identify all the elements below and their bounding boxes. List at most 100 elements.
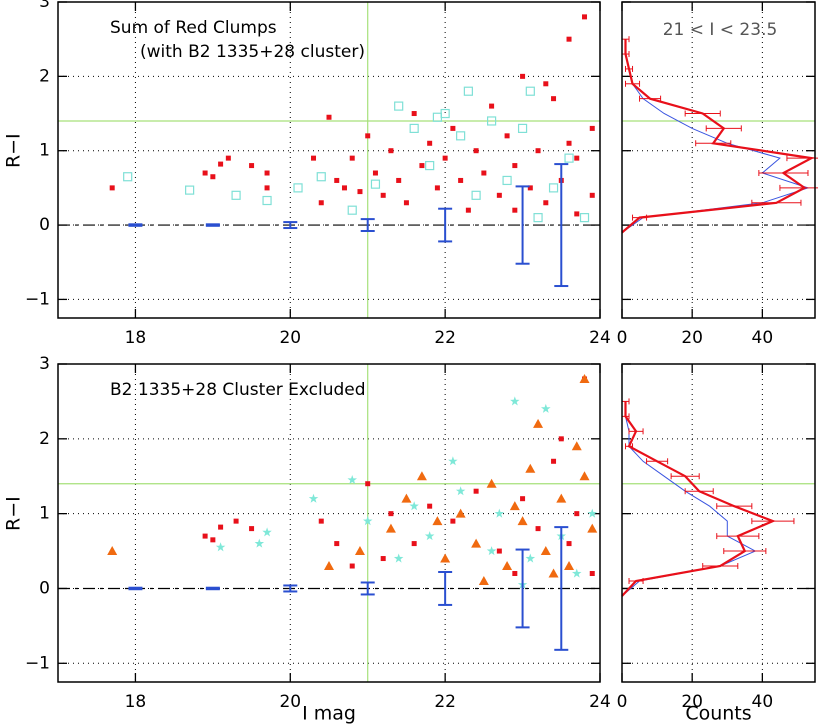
point bbox=[316, 172, 326, 182]
panel-frame bbox=[57, 1, 601, 319]
point bbox=[527, 185, 533, 191]
point bbox=[218, 161, 224, 167]
point bbox=[218, 524, 224, 530]
point bbox=[589, 571, 595, 577]
point bbox=[380, 556, 386, 562]
point bbox=[210, 174, 216, 180]
point bbox=[502, 561, 513, 571]
point bbox=[424, 531, 435, 541]
panel-frame bbox=[621, 1, 816, 319]
point bbox=[388, 511, 394, 517]
point bbox=[543, 200, 549, 206]
point bbox=[388, 148, 394, 154]
histogram-line bbox=[621, 401, 776, 597]
point bbox=[455, 486, 466, 496]
x-tick-label: 22 bbox=[434, 692, 456, 712]
y-axis-label: R−I bbox=[3, 133, 25, 168]
point bbox=[365, 133, 371, 139]
point bbox=[566, 140, 572, 146]
point bbox=[210, 537, 216, 543]
point bbox=[564, 561, 575, 571]
point bbox=[540, 546, 551, 556]
y-axis-label: R−I bbox=[3, 496, 25, 531]
point bbox=[202, 533, 208, 539]
point bbox=[262, 527, 272, 537]
y-tick-label: 3 bbox=[39, 354, 50, 374]
point bbox=[419, 163, 425, 169]
point bbox=[370, 179, 381, 189]
point bbox=[202, 170, 208, 176]
point bbox=[520, 73, 526, 79]
point bbox=[357, 189, 363, 195]
x-tick-label: 20 bbox=[279, 692, 301, 712]
point bbox=[448, 456, 458, 466]
point bbox=[349, 563, 355, 569]
point bbox=[496, 548, 502, 554]
point bbox=[579, 471, 590, 481]
point bbox=[520, 496, 526, 502]
point bbox=[385, 523, 396, 533]
x-axis-label: I mag bbox=[302, 703, 356, 725]
y-tick-label: 0 bbox=[39, 215, 50, 235]
point bbox=[504, 133, 510, 139]
point bbox=[566, 36, 572, 42]
point bbox=[471, 190, 481, 200]
point bbox=[416, 471, 427, 481]
point bbox=[525, 86, 535, 96]
histogram-line bbox=[621, 39, 815, 234]
histogram-line bbox=[621, 401, 757, 597]
point bbox=[231, 190, 241, 200]
y-tick-label: −1 bbox=[25, 653, 50, 673]
point bbox=[411, 541, 417, 547]
point bbox=[517, 123, 528, 134]
point bbox=[225, 155, 231, 161]
point bbox=[535, 526, 541, 532]
point bbox=[465, 207, 471, 213]
x-tick-label: 24 bbox=[589, 328, 611, 348]
point bbox=[456, 131, 466, 141]
point bbox=[409, 501, 419, 511]
y-tick-label: 2 bbox=[39, 66, 50, 86]
x-tick-label: 0 bbox=[617, 692, 628, 712]
x-tick-label: 20 bbox=[681, 328, 703, 348]
point bbox=[109, 185, 115, 191]
point bbox=[440, 553, 451, 563]
x-tick-label: 20 bbox=[681, 692, 703, 712]
point bbox=[324, 561, 334, 571]
y-tick-label: 1 bbox=[39, 504, 50, 524]
point bbox=[264, 170, 270, 176]
point bbox=[574, 211, 580, 217]
point bbox=[264, 185, 270, 191]
point bbox=[496, 192, 502, 198]
point bbox=[249, 526, 255, 532]
point bbox=[486, 546, 497, 556]
point bbox=[566, 541, 572, 547]
point bbox=[455, 508, 466, 518]
point bbox=[233, 518, 239, 524]
point bbox=[582, 14, 588, 20]
point bbox=[427, 140, 433, 146]
point bbox=[450, 518, 456, 524]
x-tick-label: 22 bbox=[434, 328, 456, 348]
x-tick-label: 24 bbox=[589, 692, 611, 712]
point bbox=[463, 86, 473, 96]
point bbox=[341, 185, 347, 191]
point bbox=[363, 516, 373, 526]
point bbox=[262, 195, 272, 206]
x-tick-label: 40 bbox=[752, 692, 774, 712]
point bbox=[510, 396, 520, 406]
x-tick-label: 0 bbox=[617, 328, 628, 348]
point bbox=[502, 175, 512, 186]
point bbox=[432, 112, 442, 122]
y-tick-label: 2 bbox=[39, 429, 50, 449]
point bbox=[589, 192, 595, 198]
annotation: Sum of Red Clumps bbox=[110, 18, 277, 38]
point bbox=[311, 155, 317, 161]
point bbox=[349, 155, 355, 161]
point bbox=[403, 200, 409, 206]
point bbox=[254, 538, 265, 548]
point bbox=[318, 200, 324, 206]
point bbox=[541, 403, 551, 413]
point bbox=[123, 172, 133, 182]
